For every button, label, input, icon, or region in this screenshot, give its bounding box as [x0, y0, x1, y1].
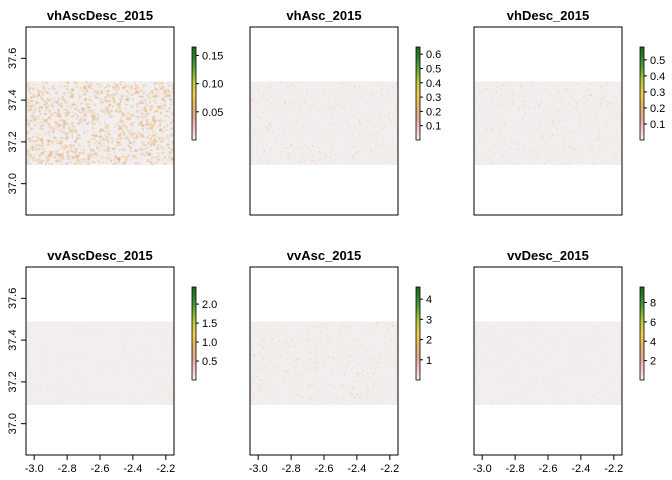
panel-title: vvDesc_2015: [507, 248, 589, 263]
colorbar-tick-label: 2: [426, 335, 432, 347]
raster-texture: [27, 321, 174, 405]
panel-vhDesc_2015: vhDesc_2015 0.1 0.2 0.3 0.4 0.5: [473, 8, 665, 216]
colorbar-tick-label: 0.3: [426, 92, 441, 104]
colorbar-tick-label: 0.05: [202, 107, 223, 119]
colorbar-tick-label: 0.2: [650, 103, 665, 115]
x-tick-label: -2.4: [571, 463, 590, 475]
colorbar-tick-label: 2: [650, 356, 656, 368]
raster-area: [474, 81, 622, 165]
panel-vvAscDesc_2015: vvAscDesc_2015 37.0 37.2 37.4 37.6 -3.0 -2.8 -2…: [7, 248, 217, 475]
panel-title: vvAscDesc_2015: [47, 248, 153, 263]
panel-vvDesc_2015: vvDesc_2015 -3.0 -2.8 -2.6 -2.4 -2.2 2 4 6 8: [473, 248, 656, 475]
x-tick-label: -2.8: [58, 463, 77, 475]
colorbar: [415, 46, 421, 141]
x-tick-label: -2.2: [604, 463, 623, 475]
x-tick-label: -2.8: [506, 463, 525, 475]
colorbar-tick-label: 0.3: [650, 87, 665, 99]
colorbar-tick-label: 0.15: [202, 50, 223, 62]
panel-vvAsc_2015: vvAsc_2015 -3.0 -2.8 -2.6 -2.4 -2.2 1 2 3 4: [249, 248, 432, 475]
x-tick-label: -2.2: [380, 463, 399, 475]
raster-texture: [474, 81, 622, 165]
x-tick-label: -3.0: [473, 463, 492, 475]
panel-vhAsc_2015: vhAsc_2015 0.1 0.2 0.3 0.4 0.5 0.6: [249, 8, 441, 216]
colorbar-tick-label: 1: [426, 355, 432, 367]
x-tick-label: -2.8: [282, 463, 301, 475]
y-tick-label: 37.6: [7, 48, 19, 69]
colorbar-tick-label: 0.6: [426, 49, 441, 61]
colorbar-tick-label: 3: [426, 314, 432, 326]
x-tick-label: -2.6: [315, 463, 334, 475]
colorbar-tick-label: 1.5: [202, 318, 217, 330]
raster-texture: [250, 321, 398, 405]
x-tick-label: -2.4: [123, 463, 142, 475]
panel-title: vhAscDesc_2015: [47, 8, 153, 23]
plot-frame: [473, 26, 623, 216]
colorbar: [639, 46, 645, 141]
colorbar-tick-label: 4: [650, 336, 656, 348]
colorbar-tick-label: 2.0: [202, 299, 217, 311]
raster-texture: [474, 321, 622, 405]
panel-title: vhAsc_2015: [286, 8, 361, 23]
colorbar-tick-label: 0.1: [426, 121, 441, 133]
colorbar-tick-label: 0.4: [426, 78, 441, 90]
colorbar: [191, 46, 197, 141]
raster-area: [250, 81, 398, 165]
colorbar-tick-label: 4: [426, 294, 432, 306]
colorbar: [639, 286, 645, 381]
y-tick-label: 37.0: [7, 413, 19, 434]
y-tick-label: 37.4: [7, 89, 19, 110]
colorbar-tick-label: 0.4: [650, 71, 665, 83]
raster-area: [250, 321, 398, 405]
plot-frame: [249, 26, 399, 216]
colorbar-tick-label: 0.5: [426, 63, 441, 75]
y-tick-label: 37.4: [7, 329, 19, 350]
raster-area: [26, 321, 174, 405]
x-tick-label: -2.6: [539, 463, 558, 475]
raster-area: [474, 321, 622, 405]
y-tick-label: 37.6: [7, 288, 19, 309]
colorbar: [191, 286, 197, 381]
colorbar-tick-label: 6: [650, 317, 656, 329]
x-tick-label: -2.6: [91, 463, 110, 475]
plot-frame: [25, 26, 175, 216]
raster-texture: [26, 81, 174, 165]
y-tick-label: 37.2: [7, 131, 19, 152]
colorbar-tick-label: 0.5: [650, 55, 665, 67]
panel-title: vhDesc_2015: [507, 8, 589, 23]
y-tick-label: 37.2: [7, 371, 19, 392]
colorbar-tick-label: 0.1: [650, 119, 665, 131]
panel-vhAscDesc_2015: vhAscDesc_2015 37.0 37.2 37.4 37.6 0.05 0.10 0.…: [7, 8, 223, 216]
x-tick-label: -2.4: [347, 463, 366, 475]
x-tick-label: -3.0: [249, 463, 268, 475]
x-tick-label: -3.0: [25, 463, 44, 475]
panel-title: vvAsc_2015: [287, 248, 361, 263]
colorbar-tick-label: 0.10: [202, 79, 223, 91]
y-tick-label: 37.0: [7, 173, 19, 194]
raster-texture: [250, 81, 398, 165]
colorbar-tick-label: 1.0: [202, 337, 217, 349]
colorbar-tick-label: 8: [650, 298, 656, 310]
x-tick-label: -2.2: [156, 463, 175, 475]
colorbar-tick-label: 0.5: [202, 356, 217, 368]
colorbar: [415, 286, 421, 381]
colorbar-tick-label: 0.2: [426, 106, 441, 118]
